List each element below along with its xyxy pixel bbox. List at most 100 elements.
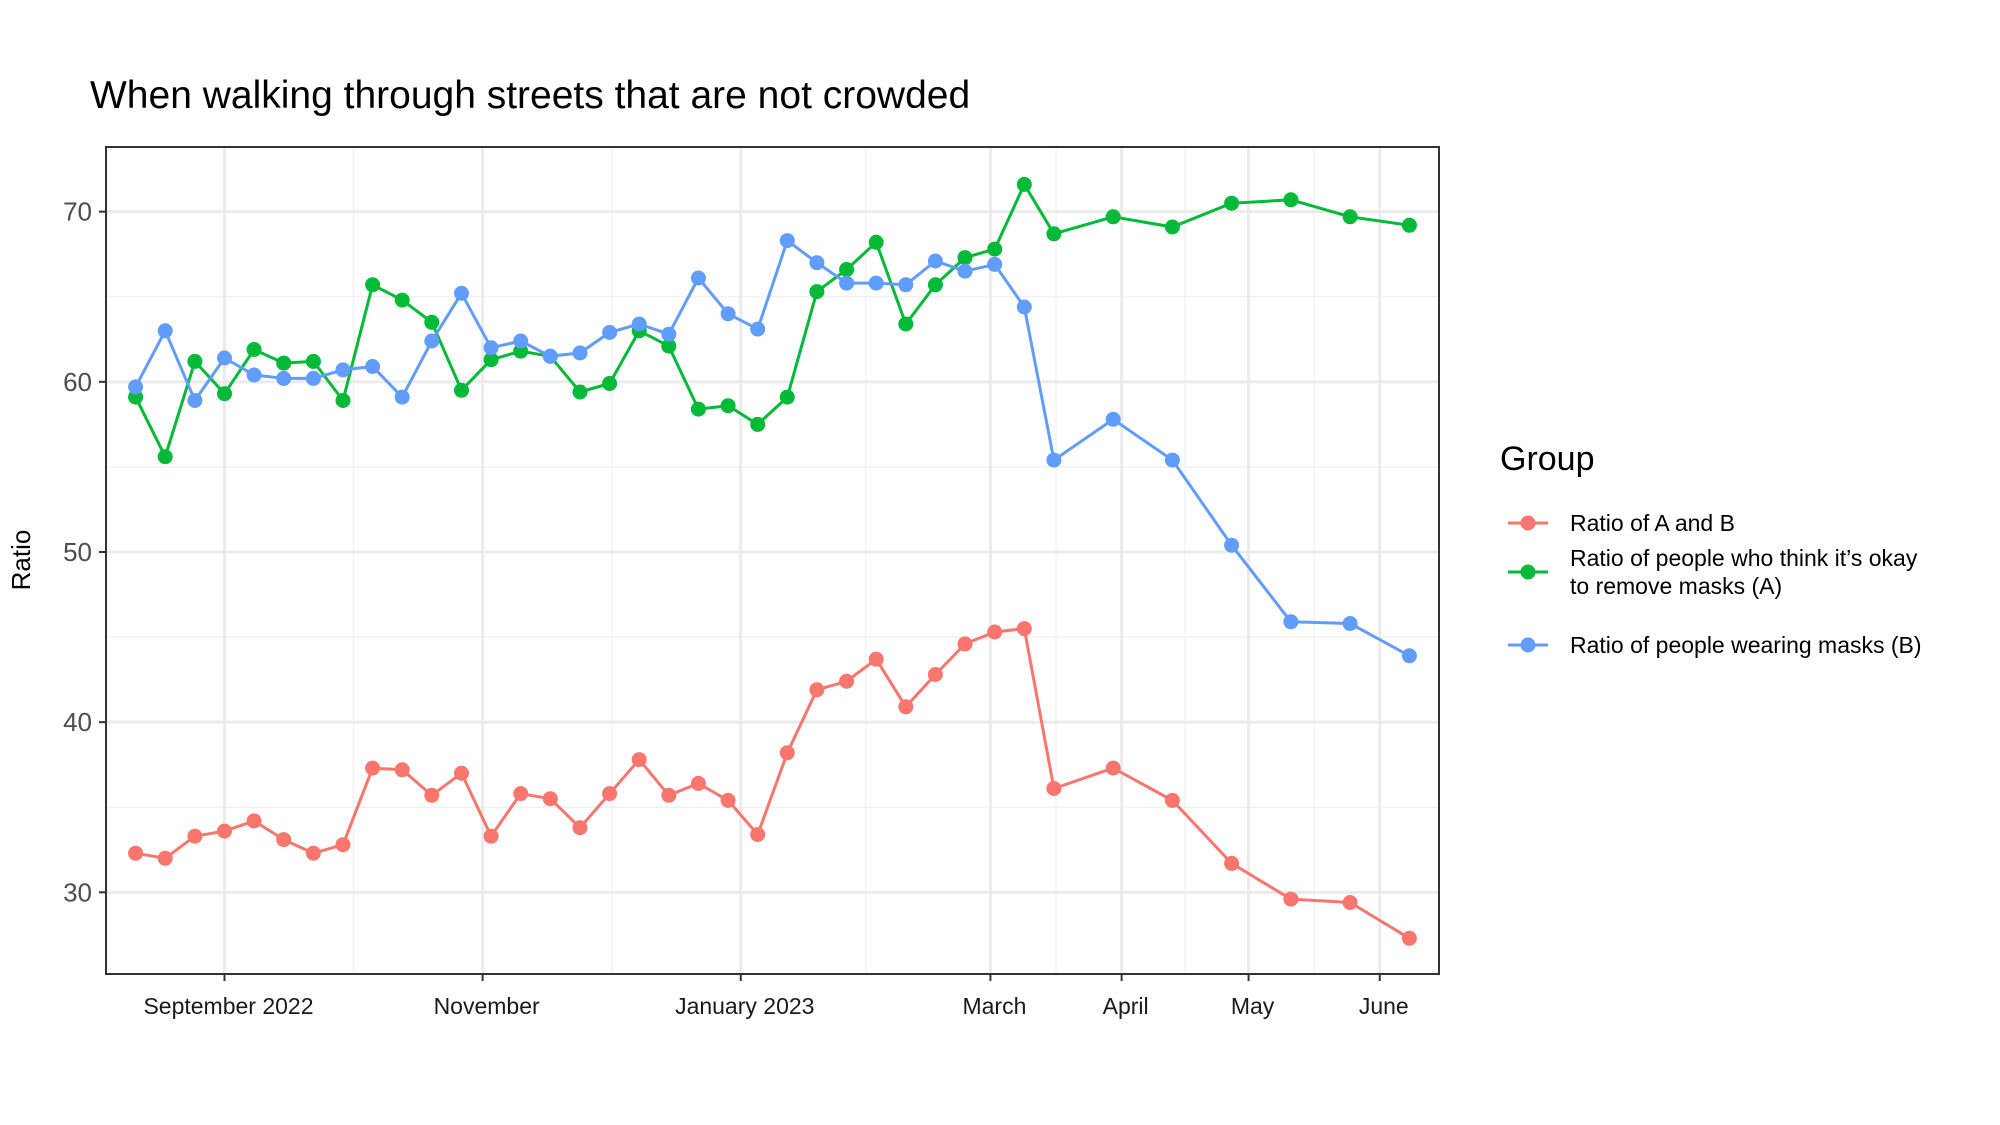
data-point [424,314,440,330]
data-point [128,379,144,395]
data-point [246,342,262,357]
data-point [394,389,410,405]
data-point [365,359,381,374]
data-point [957,250,973,266]
data-point [276,832,292,848]
legend-title: Group [1500,440,1595,478]
data-point [1016,176,1032,192]
x-tick-label: November [434,993,540,1019]
data-point [483,828,499,844]
data-point [572,345,588,361]
data-point [1046,781,1062,796]
data-point [602,325,618,340]
y-tick-label: 30 [63,877,92,907]
grid-lines [106,147,1439,974]
data-point [365,760,381,776]
data-point [454,765,469,781]
legend-entry: Ratio of A and B [1508,510,1735,536]
data-point [661,326,677,342]
data-point [779,745,795,761]
data-point [217,350,232,366]
data-point [1342,616,1358,631]
data-point [779,233,795,249]
x-tick-label: January 2023 [675,993,814,1019]
data-point [572,820,588,836]
data-point [394,292,410,308]
data-point [987,241,1003,257]
y-axis: 30 40 50 60 70 [63,197,106,907]
data-point [1164,792,1180,808]
y-axis-title: Ratio [6,530,36,591]
legend-key-point [1520,637,1536,653]
plot-border [105,146,1440,975]
data-point [720,398,736,414]
series-line [134,182,1410,459]
chart-title: When walking through streets that are no… [90,74,970,117]
data-point [335,837,351,853]
data-point [690,270,706,286]
data-point [809,255,825,271]
data-point [305,370,321,386]
data-point [779,389,795,405]
legend-key-point [1520,564,1536,580]
series-1 [128,621,1417,946]
data-point [335,393,351,408]
data-point [602,786,618,802]
data-point [305,353,321,369]
data-point [1016,621,1032,637]
data-point [128,845,144,861]
data-point [839,262,855,277]
data-point [750,827,766,842]
data-point [868,234,884,250]
legend-entry: Ratio of people wearing masks (B) [1508,632,1922,658]
data-point [424,333,440,349]
data-point [572,384,588,400]
data-point [542,348,558,364]
data-point [1283,614,1299,630]
data-point [246,367,262,383]
data-point [1105,411,1121,427]
x-axis: September 2022 November January 2023 March A… [143,974,1409,1019]
x-tick-label: May [1231,993,1275,1019]
data-point [927,667,943,682]
legend-label: Ratio of people wearing masks (B) [1570,632,1922,658]
data-point [1105,209,1121,225]
data-point [513,786,529,802]
data-point [1016,299,1032,315]
data-point [987,624,1003,640]
data-point [631,752,647,768]
data-point [157,850,173,866]
data-point [394,762,410,778]
data-point [1046,226,1062,242]
data-point [690,775,706,791]
data-point [424,787,440,803]
legend-key-point [1520,515,1536,531]
legend-entries: Ratio of A and B Ratio of people who thin… [1508,510,1922,658]
data-point [187,828,203,844]
data-point [987,256,1003,272]
data-point [750,321,766,337]
data-point [157,449,173,465]
data-point [868,651,884,667]
y-tick-label: 40 [63,707,92,737]
x-tick-label: March [962,993,1026,1019]
data-point [898,699,914,715]
data-point [276,355,292,371]
data-point [1283,192,1299,208]
data-point [454,285,469,301]
legend: Group Ratio of A and B Ratio of people wh… [1500,440,1922,658]
data-point [898,277,914,293]
data-point [1105,760,1121,776]
data-point [898,316,914,332]
x-tick-label: June [1359,993,1409,1019]
data-point [246,813,262,829]
data-point [335,362,351,378]
data-point [187,353,203,369]
data-point [542,791,558,807]
data-point [1224,195,1240,211]
data-point [217,823,232,839]
legend-label: Ratio of people who think it’s okay [1570,545,1918,571]
data-point [454,382,469,398]
